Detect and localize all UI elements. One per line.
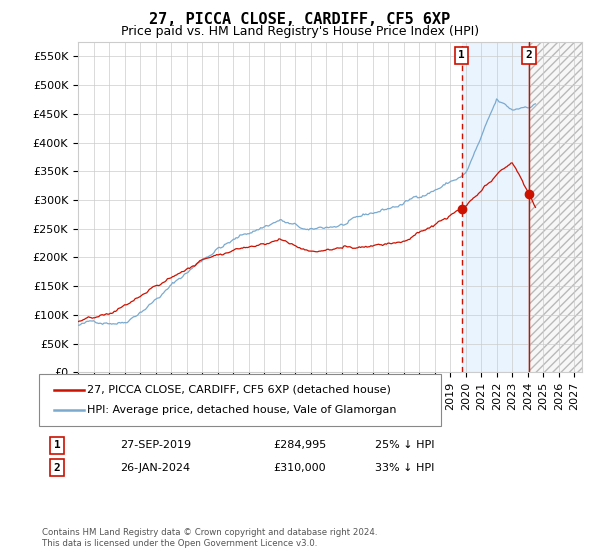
Text: 27, PICCA CLOSE, CARDIFF, CF5 6XP: 27, PICCA CLOSE, CARDIFF, CF5 6XP xyxy=(149,12,451,27)
Text: £284,995: £284,995 xyxy=(273,440,326,450)
Text: HPI: Average price, detached house, Vale of Glamorgan: HPI: Average price, detached house, Vale… xyxy=(87,405,397,415)
Text: 2: 2 xyxy=(526,50,532,60)
Bar xyxy=(529,42,582,372)
Text: 33% ↓ HPI: 33% ↓ HPI xyxy=(375,463,434,473)
Text: 1: 1 xyxy=(53,440,61,450)
Text: 1: 1 xyxy=(458,50,465,60)
Bar xyxy=(461,42,529,372)
Text: Price paid vs. HM Land Registry's House Price Index (HPI): Price paid vs. HM Land Registry's House … xyxy=(121,25,479,38)
Bar xyxy=(529,42,582,372)
Text: 25% ↓ HPI: 25% ↓ HPI xyxy=(375,440,434,450)
Text: £310,000: £310,000 xyxy=(273,463,326,473)
Text: 26-JAN-2024: 26-JAN-2024 xyxy=(120,463,190,473)
Text: 2: 2 xyxy=(53,463,61,473)
Text: 27-SEP-2019: 27-SEP-2019 xyxy=(120,440,191,450)
Text: 27, PICCA CLOSE, CARDIFF, CF5 6XP (detached house): 27, PICCA CLOSE, CARDIFF, CF5 6XP (detac… xyxy=(87,385,391,395)
Text: Contains HM Land Registry data © Crown copyright and database right 2024.
This d: Contains HM Land Registry data © Crown c… xyxy=(42,528,377,548)
